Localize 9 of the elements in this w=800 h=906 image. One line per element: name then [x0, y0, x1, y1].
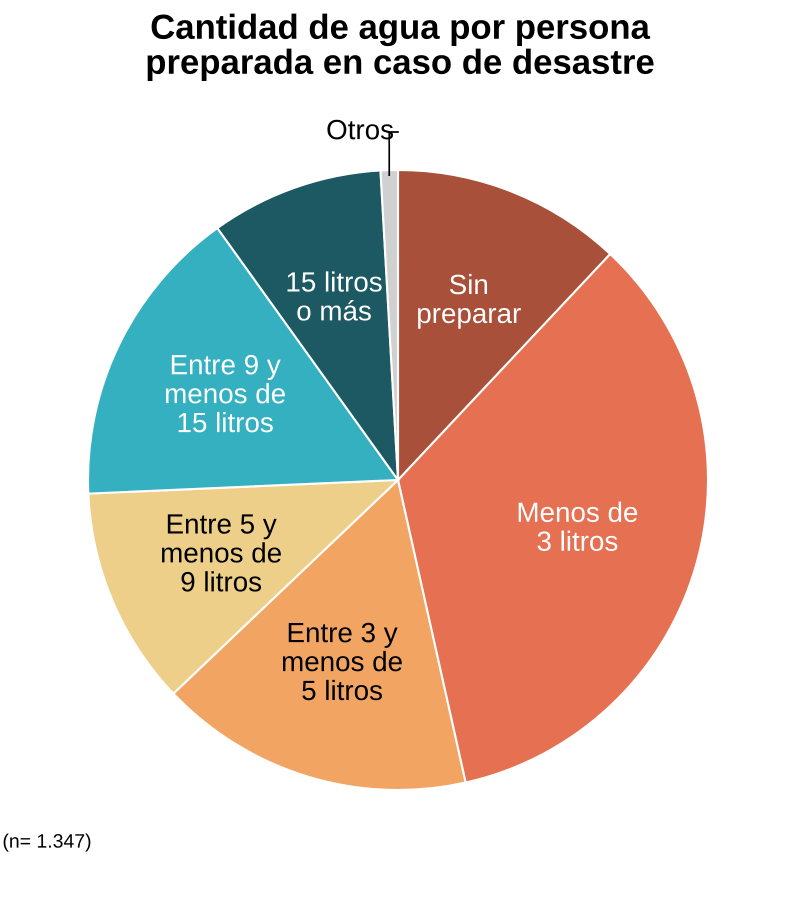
slice-label: Menos de 3 litros	[518, 502, 638, 551]
slice-label: 15 litros o más	[288, 271, 382, 321]
slice-label: Otros	[327, 120, 393, 140]
chart-title: Cantidad de agua por persona preparada en caso de desastre	[148, 14, 654, 81]
slice-label: Entre 9 y menos de 15 litros	[166, 354, 285, 432]
slice-label: Entre 3 y menos de 5 litros	[282, 622, 402, 700]
slice-label: Sin preparar	[418, 274, 521, 329]
slice-label: Entre 5 y menos de 9 litros	[162, 514, 281, 592]
text: (n= 1.347)	[4, 834, 90, 852]
